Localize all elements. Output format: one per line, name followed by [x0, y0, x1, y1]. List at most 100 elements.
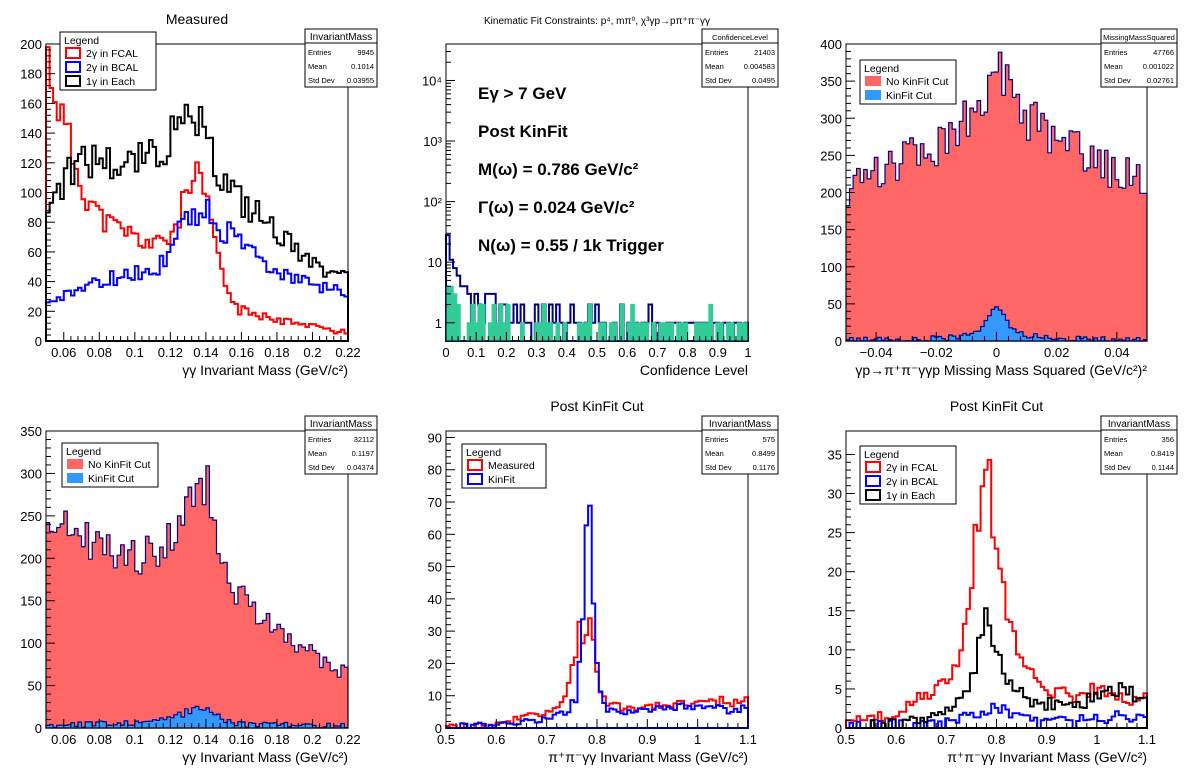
- stats-box: InvariantMass Entries 32112 Mean 0.1197 Std D…: [304, 415, 378, 475]
- y-tick-label: 80: [28, 215, 42, 230]
- x-tick-label: 0: [442, 345, 449, 360]
- x-tick-label: 0.12: [158, 732, 183, 747]
- stats-frame: [304, 415, 378, 475]
- stats-label: Entries: [705, 48, 729, 57]
- y-tick-label: 100: [20, 186, 42, 201]
- x-tick-label: 0.08: [87, 732, 112, 747]
- stats-value: 0.0495: [752, 76, 775, 85]
- x-ticks: 0 0.1 0.2 0.3 0.4 0.5 0.6 0.7 0.8 0.9 1: [442, 332, 752, 360]
- y-tick-label: 200: [820, 186, 842, 201]
- stats-value: 0.02761: [1147, 76, 1174, 85]
- x-tick-label: −0.02: [920, 345, 953, 360]
- stats-value: 0.1197: [352, 449, 374, 458]
- chart-p6: 0.5 0.6 0.7 0.8 0.9 1 1.1 0 5 10 15 20 25 30 35 Post Ki…: [828, 398, 1178, 765]
- stats-label: Mean: [308, 62, 327, 71]
- stats-frame: [1100, 28, 1178, 88]
- x-axis-label: γp→π⁺π⁻γγp Missing Mass Squared (GeV/c²)…: [855, 362, 1147, 378]
- stats-value: 0.004583: [744, 62, 775, 71]
- x-tick-label: 0.1: [126, 732, 144, 747]
- stats-value: 0.04374: [347, 463, 374, 472]
- legend-swatch: [865, 489, 881, 501]
- y-tick-label: 90: [428, 430, 442, 445]
- x-tick-label: 0.8: [679, 345, 697, 360]
- x-tick-label: 0.12: [158, 345, 183, 360]
- y-tick-label: 10: [828, 643, 842, 658]
- y-tick-label: 350: [20, 424, 42, 439]
- x-tick-label: 0.18: [264, 732, 289, 747]
- x-tick-label: 0.08: [87, 345, 112, 360]
- y-ticks: 0 20 40 60 80 100 120 140 160 180 200: [20, 37, 55, 349]
- legend-title: Legend: [864, 63, 899, 75]
- stats-value: 32112: [354, 435, 374, 444]
- x-axis-label: γγ Invariant Mass (GeV/c²): [182, 749, 348, 765]
- stats-box: InvariantMass Entries 575 Mean 0.8499 Std Dev…: [701, 415, 779, 475]
- y-tick-label: 50: [28, 679, 42, 694]
- x-tick-label: 0.1: [467, 345, 485, 360]
- y-tick-label: 0: [835, 721, 842, 736]
- y-tick-label: 20: [828, 565, 842, 580]
- x-tick-label: 0.9: [709, 345, 727, 360]
- x-tick-label: 0.7: [937, 732, 955, 747]
- stats-label: Std Dev: [308, 463, 335, 472]
- y-tick-label: 100: [20, 636, 42, 651]
- y-tick-label: 0: [35, 334, 42, 349]
- y-tick-label: 400: [820, 37, 842, 52]
- y-tick-label: 180: [20, 67, 42, 82]
- y-ticks: 0 50 100 150 200 250 300 350: [20, 424, 55, 736]
- y-tick-label: 25: [828, 526, 842, 541]
- stats-box: InvariantMass Entries 9945 Mean 0.1014 Std De…: [304, 28, 378, 88]
- stats-value: 0.8419: [1151, 449, 1174, 458]
- annotation-1: Post KinFit: [478, 122, 568, 141]
- chart-title: Post KinFit Cut: [950, 398, 1043, 414]
- legend-swatch: [65, 61, 81, 73]
- y-tick-label: 10: [428, 255, 442, 270]
- y-tick-label: 40: [28, 275, 42, 290]
- legend-label: Measured: [488, 460, 535, 472]
- legend-label: 2γ in BCAL: [886, 476, 939, 488]
- x-ticks: 0.5 0.6 0.7 0.8 0.9 1 1.1: [437, 719, 757, 747]
- y-tick-label: 1: [435, 316, 442, 331]
- y-ticks: 0 10 20 30 40 50 60 70 80 90: [428, 430, 455, 736]
- stats-value: 47766: [1153, 48, 1174, 57]
- stats-label: Entries: [1104, 48, 1128, 57]
- legend-frame: [461, 443, 547, 489]
- legend-label: No KinFit Cut: [88, 459, 151, 471]
- stats-title: InvariantMass: [1108, 419, 1170, 430]
- legend-swatch: [865, 76, 881, 86]
- x-tick-label: 0.1: [126, 345, 144, 360]
- stats-title: ConfidenceLevel: [712, 33, 768, 42]
- annotation-0: Eγ > 7 GeV: [478, 84, 567, 103]
- y-tick-label: 10: [428, 689, 442, 704]
- x-tick-label: 0.14: [193, 345, 218, 360]
- y-tick-label: 140: [20, 126, 42, 141]
- y-tick-label: 70: [428, 495, 442, 510]
- y-tick-label: 60: [28, 245, 42, 260]
- stats-value: 0.8499: [752, 449, 775, 458]
- stats-title: InvariantMass: [310, 32, 372, 43]
- x-tick-label: 0.2: [303, 345, 321, 360]
- y-tick-label: 250: [820, 148, 842, 163]
- stats-label: Std Dev: [308, 76, 335, 85]
- stats-title: InvariantMass: [310, 419, 372, 430]
- x-ticks: −0.04 −0.02 0 0.02 0.04: [860, 332, 1130, 360]
- stats-value: 0.1144: [1152, 463, 1174, 472]
- x-tick-label: 0.14: [193, 732, 218, 747]
- y-tick-label: 160: [20, 96, 42, 111]
- x-tick-label: 0.02: [1044, 345, 1069, 360]
- x-tick-label: 0: [993, 345, 1000, 360]
- stats-title: MissingMassSquared: [1103, 33, 1175, 42]
- x-tick-label: 0.9: [638, 732, 656, 747]
- stats-label: Mean: [308, 449, 327, 458]
- stats-title: InvariantMass: [709, 419, 771, 430]
- x-tick-label: 0.6: [487, 732, 505, 747]
- x-tick-label: 0.22: [335, 345, 360, 360]
- x-tick-label: 0.5: [588, 345, 606, 360]
- x-tick-label: 0.3: [528, 345, 546, 360]
- x-tick-label: 1: [744, 345, 751, 360]
- legend-label: 1γ in Each: [86, 76, 135, 88]
- stats-label: Std Dev: [1104, 76, 1131, 85]
